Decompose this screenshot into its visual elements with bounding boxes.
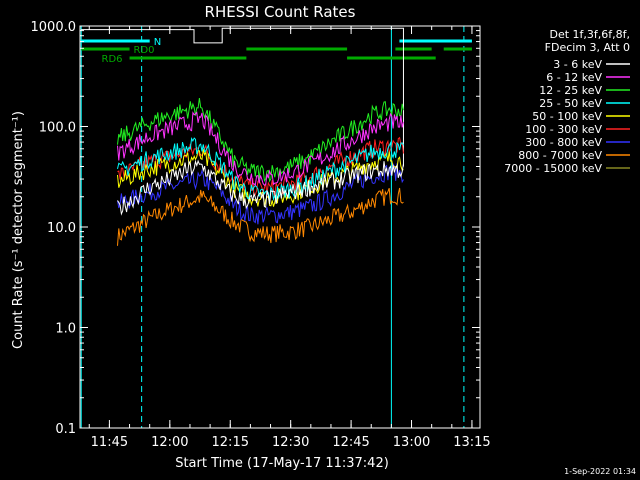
series-line-6 — [117, 162, 404, 225]
x-tick-label: 12:45 — [332, 435, 369, 450]
y-axis-label: Count Rate (s⁻¹ detector segment⁻¹) — [11, 111, 26, 349]
x-tick-label: 12:30 — [272, 435, 309, 450]
status-line — [81, 27, 404, 167]
legend-header-line-2: FDecim 3, Att 0 — [545, 41, 630, 54]
series-line-7 — [117, 187, 404, 246]
legend-label: 6 - 12 keV — [546, 71, 602, 84]
legend-label: 50 - 100 keV — [532, 110, 602, 123]
x-axis: 11:45 12:00 12:15 12:30 12:45 13:00 13:15 — [88, 26, 491, 450]
y-tick-label: 10.0 — [47, 221, 76, 236]
x-tick-label: 13:15 — [453, 435, 490, 450]
legend-label: 12 - 25 keV — [539, 84, 602, 97]
y-axis: 0.1 1.0 10.0 100.0 1000.0 — [31, 20, 480, 437]
series-line-3 — [117, 137, 404, 202]
legend-label: 800 - 7000 keV — [518, 149, 602, 162]
x-axis-label: Start Time (17-May-17 11:37:42) — [175, 456, 389, 471]
y-tick-label: 0.1 — [55, 422, 76, 437]
flag-label-RD0: RD0 — [134, 45, 155, 56]
legend-label: 100 - 300 keV — [525, 123, 602, 136]
x-tick-label: 11:45 — [91, 435, 128, 450]
flag-label-RD6: RD6 — [102, 54, 123, 65]
y-tick-label: 100.0 — [39, 121, 76, 136]
legend-label: 300 - 800 keV — [525, 136, 602, 149]
legend: Det 1f,3f,6f,8f, FDecim 3, Att 0 3 - 6 k… — [504, 28, 630, 175]
legend-label: 7000 - 15000 keV — [504, 162, 602, 175]
y-tick-label: 1.0 — [55, 322, 76, 337]
series-line-0 — [117, 159, 404, 216]
x-tick-label: 12:00 — [151, 435, 188, 450]
y-tick-label: 1000.0 — [31, 20, 77, 35]
x-tick-label: 13:00 — [393, 435, 430, 450]
series-line-1 — [117, 111, 404, 187]
timestamp: 1-Sep-2022 01:34 — [564, 467, 636, 476]
legend-header-line-1: Det 1f,3f,6f,8f, — [549, 28, 630, 41]
x-tick-label: 12:15 — [212, 435, 249, 450]
flag-label-N: N — [154, 37, 161, 48]
legend-label: 25 - 50 keV — [539, 97, 602, 110]
series-line-2 — [117, 98, 404, 183]
chart-title: RHESSI Count Rates — [205, 3, 356, 21]
series-line-4 — [117, 149, 404, 207]
legend-label: 3 - 6 keV — [553, 58, 602, 71]
